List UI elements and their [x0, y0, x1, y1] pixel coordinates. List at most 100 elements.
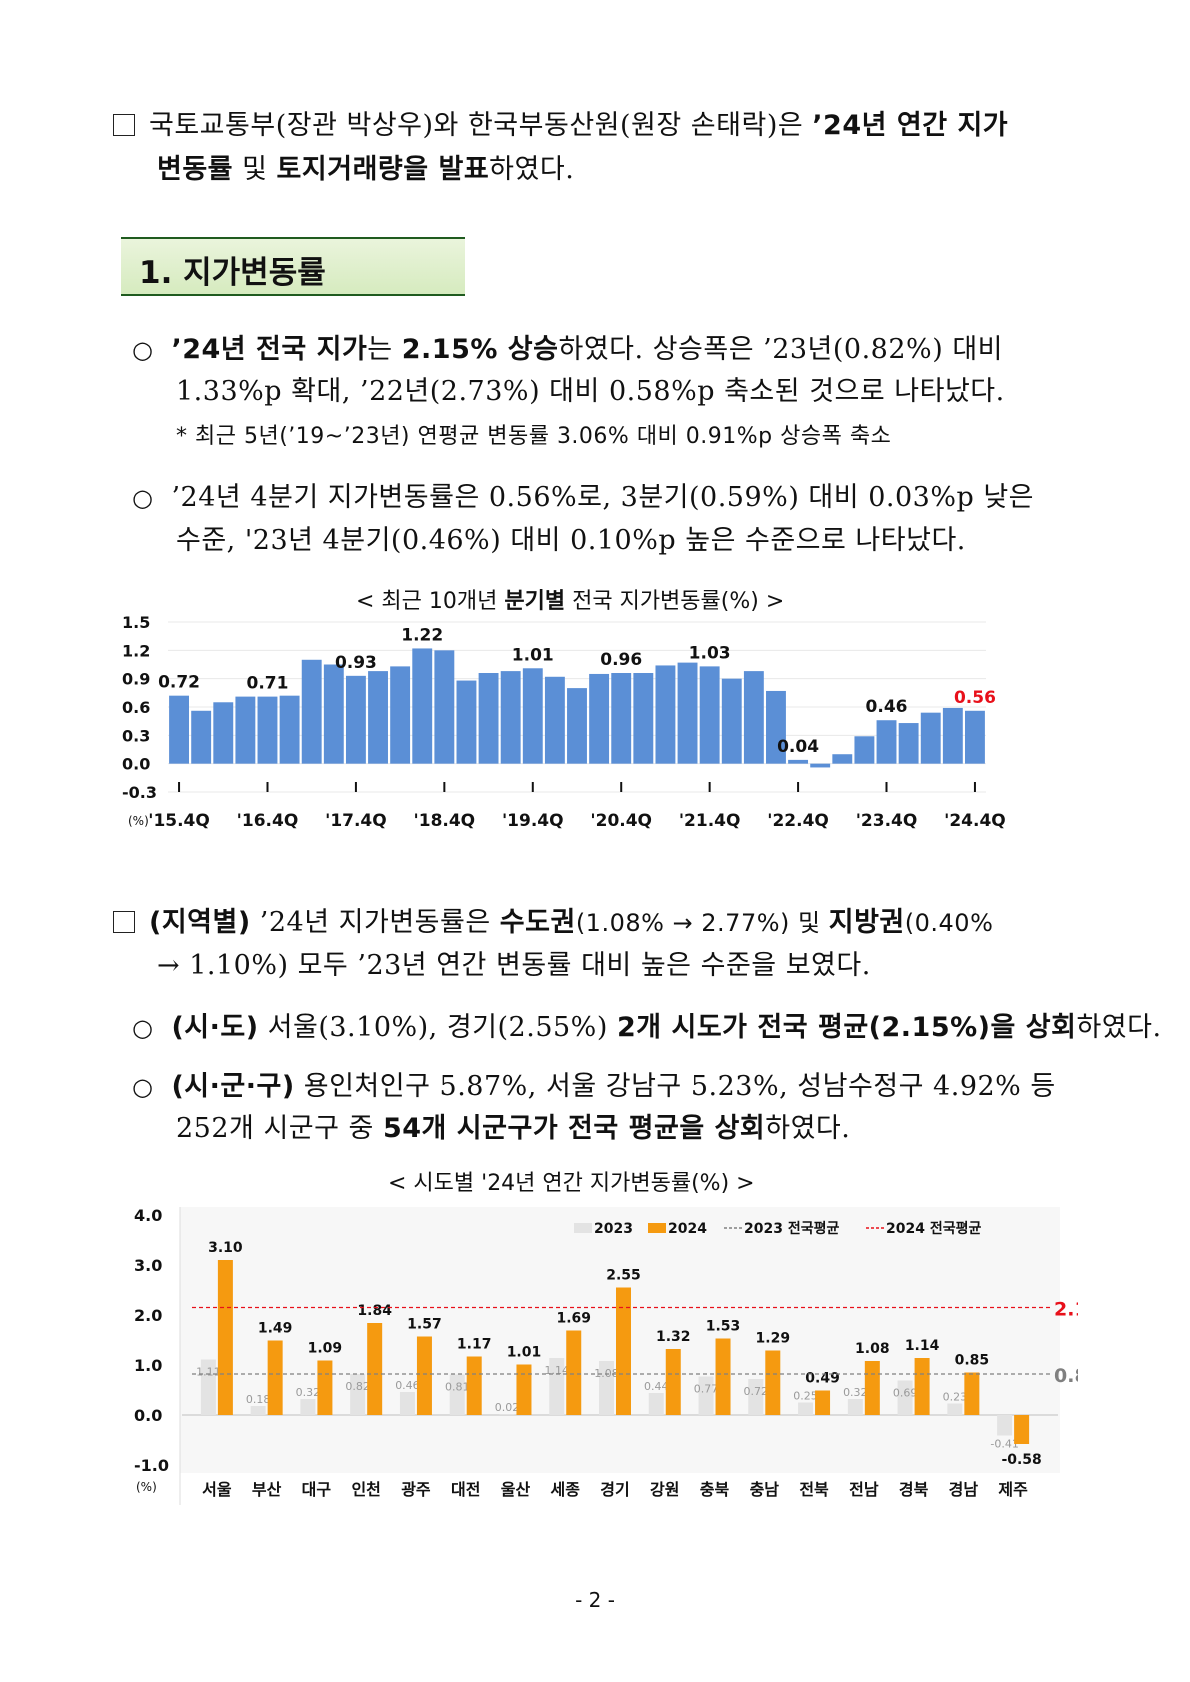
- bar: [942, 707, 963, 764]
- legend-swatch-2024: [648, 1223, 666, 1233]
- legend-label-avg2023: 2023 전국평균: [744, 1220, 839, 1237]
- region-bold: 지방권: [828, 907, 905, 938]
- y-tick-label: 2.0: [134, 1306, 162, 1325]
- data-label-2023: 0.32: [296, 1386, 321, 1399]
- category-label: 대구: [302, 1480, 332, 1499]
- data-label: 0.56: [954, 688, 996, 708]
- y-tick-label: 1.5: [122, 613, 150, 632]
- data-label-2024: 0.49: [805, 1371, 840, 1387]
- sido-text: 서울(3.10%), 경기(2.55%): [258, 1012, 617, 1043]
- category-label: 강원: [650, 1480, 679, 1499]
- bar-2023: [399, 1392, 415, 1415]
- sigungu-text: 용인처인구 5.87%, 서울 강남구 5.23%, 성남수정구 4.92% 등: [294, 1071, 1056, 1102]
- data-label-2024: 1.57: [407, 1317, 442, 1333]
- category-label: 부산: [252, 1480, 282, 1499]
- y-tick-label: 0.9: [122, 670, 150, 689]
- y-unit-label: (%): [128, 814, 149, 828]
- chart2-caption: < 시도별 '24년 연간 지가변동률(%) >: [388, 1165, 755, 1197]
- sido-bold: 2개 시도가 전국 평균(2.15%)을 상회: [616, 1012, 1077, 1043]
- category-label: 세종: [551, 1480, 581, 1499]
- caption-text: < 시도별 '24년 연간 지가변동률(%) >: [388, 1171, 755, 1196]
- data-label-2024: 1.32: [656, 1329, 691, 1345]
- bar-2023: [748, 1379, 764, 1415]
- section-title: 1. 지가변동률: [139, 255, 326, 291]
- circle-bullet-icon: ○: [132, 484, 154, 512]
- bar: [522, 668, 543, 764]
- data-label: 0.46: [866, 697, 908, 717]
- bar-2024: [964, 1372, 980, 1415]
- bar: [611, 673, 632, 764]
- bullet2-line-2: 수준, '23년 4분기(0.46%) 대비 0.10%p 높은 수준으로 나타…: [176, 518, 966, 557]
- data-label-2024: 1.17: [457, 1337, 492, 1353]
- legend-swatch-2023: [574, 1223, 592, 1233]
- bar: [677, 662, 698, 764]
- bar: [235, 696, 256, 764]
- regional-land-price-chart: 4.0 3.0 2.0 1.0 0.0 -1.0 1.11 3.10 서울 0.18 1.49 부산 0…: [134, 1206, 1078, 1505]
- category-label: 충북: [700, 1480, 730, 1499]
- intro-bold: 변동률: [157, 154, 234, 185]
- caption-bold: 분기별: [504, 589, 566, 614]
- bar: [169, 695, 190, 764]
- bar: [279, 695, 300, 764]
- y-tick-label: 0.3: [122, 726, 150, 745]
- sigungu-text: 252개 시군구 중: [176, 1113, 383, 1144]
- intro-bold: ’24년 연간 지가: [812, 110, 1009, 141]
- category-label: 경남: [949, 1480, 979, 1499]
- x-tick-label: '24.4Q: [944, 811, 1006, 831]
- bullet-bold: ’24년 전국 지가: [171, 334, 368, 365]
- circle-bullet-icon: ○: [132, 1014, 154, 1042]
- x-tick-label: '15.4Q: [148, 811, 210, 831]
- y-tick-label: 3.0: [134, 1256, 162, 1275]
- intro-text: 국토교통부(장관 박상우)와 한국부동산원(원장 손태락)은: [149, 110, 813, 141]
- sigungu-line-1: ○ (시·군·구) 용인처인구 5.87%, 서울 강남구 5.23%, 성남수정…: [132, 1064, 1056, 1103]
- sigungu-bold: (시·군·구): [171, 1071, 295, 1102]
- circle-bullet-icon: ○: [132, 336, 154, 364]
- data-label-2023: 0.25: [793, 1390, 818, 1403]
- bar-2024: [516, 1364, 532, 1415]
- y-tick-label: 4.0: [134, 1206, 162, 1225]
- bar-2023: [499, 1414, 515, 1415]
- bar-2024: [715, 1338, 731, 1415]
- bar-2024: [914, 1358, 930, 1415]
- bar-2024: [864, 1361, 880, 1415]
- x-tick-label: '23.4Q: [856, 811, 918, 831]
- category-label: 광주: [401, 1480, 431, 1499]
- category-label: 경기: [600, 1480, 629, 1499]
- data-label-2024: 1.01: [507, 1345, 542, 1361]
- bar-2023: [798, 1402, 814, 1415]
- bar-2024: [267, 1340, 283, 1415]
- bar: [655, 665, 676, 764]
- bar-2023: [449, 1374, 465, 1415]
- data-label: 0.71: [247, 674, 289, 694]
- bar: [500, 671, 521, 764]
- sigungu-line-2: 252개 시군구 중 54개 시군구가 전국 평균을 상회하였다.: [176, 1106, 850, 1145]
- bar-2024: [217, 1260, 233, 1415]
- category-label: 서울: [202, 1480, 232, 1499]
- bar: [743, 671, 764, 764]
- bar: [345, 675, 366, 764]
- sido-line: ○ (시·도) 서울(3.10%), 경기(2.55%) 2개 시도가 전국 평균…: [132, 1005, 1162, 1044]
- data-label-2024: 1.53: [706, 1319, 741, 1335]
- bar: [721, 678, 742, 764]
- region-text: (0.40%: [904, 909, 994, 937]
- data-label-2024: 1.08: [855, 1341, 890, 1357]
- quarterly-land-price-chart: 1.5 1.2 0.9 0.6 0.3 0.0 -0.3 0.72 0.71 0.93 1.22 1.…: [122, 613, 1006, 831]
- bar: [456, 680, 477, 764]
- intro-line-2: 변동률 및 토지거래량을 발표하였다.: [157, 147, 574, 186]
- y-tick-label: -0.3: [122, 783, 157, 802]
- bar-2023: [300, 1399, 316, 1415]
- y-tick-label: 0.6: [122, 698, 150, 717]
- bullet-text: 는: [367, 334, 402, 365]
- data-label-2024: 1.84: [357, 1303, 392, 1319]
- bar-2023: [599, 1361, 614, 1415]
- bar-2023: [698, 1376, 714, 1415]
- bullet1-line-1: ○ ’24년 전국 지가는 2.15% 상승하였다. 상승폭은 ’23년(0.82…: [132, 327, 1003, 366]
- bullet-text: ’24년 4분기 지가변동률은 0.56%로, 3분기(0.59%) 대비 0.…: [171, 482, 1035, 513]
- data-label: 0.93: [335, 653, 377, 673]
- bullet2-line-1: ○ ’24년 4분기 지가변동률은 0.56%로, 3분기(0.59%) 대비 0…: [132, 475, 1034, 514]
- data-label-2023: 0.69: [893, 1387, 918, 1400]
- region-bold: 수도권: [499, 907, 576, 938]
- bar: [412, 648, 433, 764]
- legend-label-2023: 2023: [594, 1221, 633, 1237]
- data-label-2024: 1.14: [905, 1338, 940, 1354]
